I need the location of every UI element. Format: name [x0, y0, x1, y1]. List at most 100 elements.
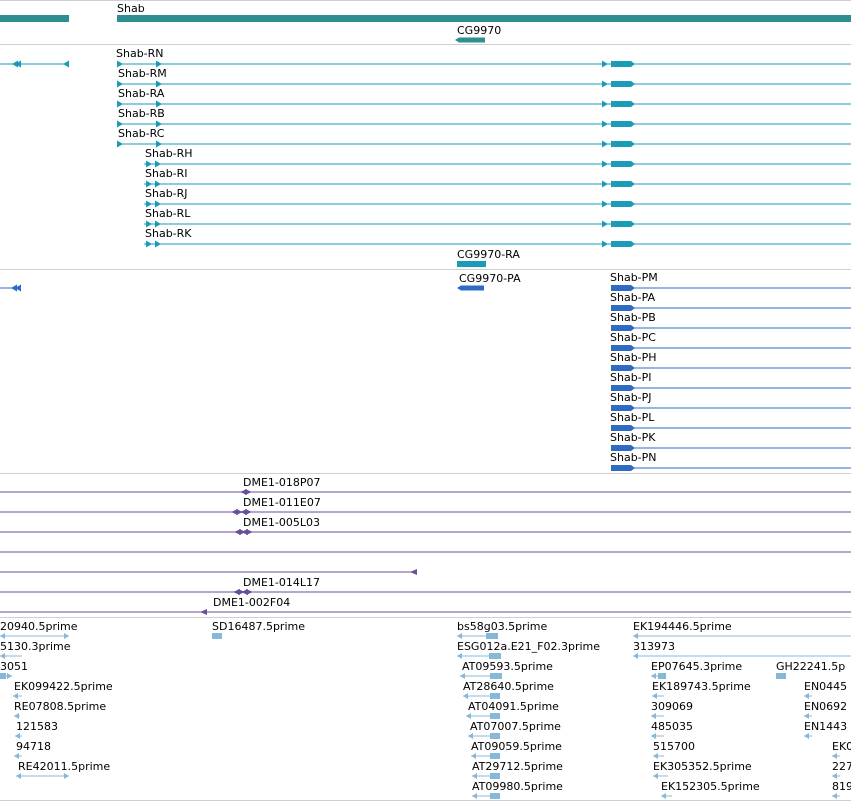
est-block[interactable] — [776, 673, 786, 679]
est-label[interactable]: EP07645.3prime — [651, 660, 742, 673]
est-label[interactable]: 309069 — [651, 700, 693, 713]
gene-bar[interactable] — [455, 37, 485, 43]
protein-block[interactable] — [611, 385, 635, 391]
exon-block[interactable] — [611, 181, 635, 187]
est-label[interactable]: 227 — [832, 760, 851, 773]
clone-label[interactable]: DME1-011E07 — [243, 496, 321, 509]
est-label[interactable]: AT04091.5prime — [468, 700, 559, 713]
est-block[interactable] — [0, 673, 6, 679]
protein-block[interactable] — [611, 365, 635, 371]
est-label[interactable]: RE42011.5prime — [18, 760, 110, 773]
protein-label[interactable]: Shab-PL — [610, 411, 655, 424]
transcript-label[interactable]: Shab-RC — [118, 127, 165, 140]
protein-label[interactable]: Shab-PB — [610, 311, 656, 324]
est-label[interactable]: AT29712.5prime — [472, 760, 563, 773]
exon-block[interactable] — [611, 121, 635, 127]
protein-label[interactable]: Shab-PK — [610, 431, 656, 444]
protein-label[interactable]: Shab-PA — [610, 291, 656, 304]
exon-block[interactable] — [611, 241, 635, 247]
est-label[interactable]: AT09059.5prime — [471, 740, 562, 753]
est-label[interactable]: EK194446.5prime — [633, 620, 732, 633]
gene-label[interactable]: CG9970 — [457, 24, 501, 37]
gene-label[interactable]: Shab — [117, 2, 145, 15]
est-label[interactable]: 485035 — [651, 720, 693, 733]
est-block[interactable] — [489, 653, 501, 659]
protein-block[interactable] — [457, 285, 484, 291]
est-label[interactable]: 94718 — [16, 740, 51, 753]
est-block[interactable] — [212, 633, 222, 639]
transcript-label[interactable]: Shab-RL — [145, 207, 191, 220]
protein-label[interactable]: Shab-PC — [610, 331, 656, 344]
transcript-label[interactable]: Shab-RH — [145, 147, 193, 160]
transcript-label[interactable]: Shab-RM — [118, 67, 167, 80]
protein-label[interactable]: Shab-PJ — [610, 391, 652, 404]
protein-label[interactable]: Shab-PN — [610, 451, 657, 464]
est-label[interactable]: EK305352.5prime — [653, 760, 752, 773]
est-block[interactable] — [490, 733, 500, 739]
est-label[interactable]: EK152305.5prime — [661, 780, 760, 793]
est-label[interactable]: AT09593.5prime — [462, 660, 553, 673]
est-label[interactable]: EK0 — [832, 740, 851, 753]
transcript-label[interactable]: Shab-RJ — [145, 187, 188, 200]
est-label[interactable]: 819 — [832, 780, 851, 793]
est-label[interactable]: 3051 — [0, 660, 28, 673]
transcript-label[interactable]: CG9970-RA — [457, 248, 520, 261]
est-label[interactable]: AT28640.5prime — [463, 680, 554, 693]
gene-bar[interactable] — [117, 15, 851, 22]
est-label[interactable]: 121583 — [16, 720, 58, 733]
est-label[interactable]: EN0445 — [804, 680, 847, 693]
est-block[interactable] — [486, 633, 498, 639]
protein-label[interactable]: Shab-PM — [610, 271, 658, 284]
est-label[interactable]: bs58g03.5prime — [457, 620, 547, 633]
protein-block[interactable] — [611, 305, 635, 311]
est-label[interactable]: EK099422.5prime — [14, 680, 113, 693]
est-label[interactable]: 5130.3prime — [0, 640, 71, 653]
protein-label[interactable]: Shab-PH — [610, 351, 657, 364]
protein-label[interactable]: CG9970-PA — [459, 272, 521, 285]
exon-block[interactable] — [611, 141, 635, 147]
est-label[interactable]: EN0692 — [804, 700, 847, 713]
protein-block[interactable] — [611, 405, 635, 411]
est-block[interactable] — [490, 753, 500, 759]
exon-block[interactable] — [611, 61, 635, 67]
protein-block[interactable] — [611, 325, 635, 331]
est-block[interactable] — [490, 693, 500, 699]
transcript-label[interactable]: Shab-RI — [145, 167, 188, 180]
est-label[interactable]: AT09980.5prime — [472, 780, 563, 793]
protein-block[interactable] — [611, 345, 635, 351]
clone-label[interactable]: DME1-002F04 — [213, 596, 290, 609]
est-block[interactable] — [490, 713, 500, 719]
est-label[interactable]: RE07808.5prime — [14, 700, 106, 713]
clone-label[interactable]: DME1-018P07 — [243, 476, 321, 489]
exon-block[interactable] — [611, 221, 635, 227]
est-label[interactable]: ESG012a.E21_F02.3prime — [457, 640, 600, 653]
protein-block[interactable] — [611, 445, 635, 451]
protein-label[interactable]: Shab-PI — [610, 371, 652, 384]
gene-bar[interactable] — [0, 15, 69, 22]
transcript-label[interactable]: Shab-RB — [118, 107, 165, 120]
est-label[interactable]: 20940.5prime — [0, 620, 78, 633]
est-block[interactable] — [658, 673, 666, 679]
exon-block[interactable] — [611, 161, 635, 167]
est-label[interactable]: 515700 — [653, 740, 695, 753]
est-label[interactable]: 313973 — [633, 640, 675, 653]
est-label[interactable]: AT07007.5prime — [470, 720, 561, 733]
clone-label[interactable]: DME1-005L03 — [243, 516, 320, 529]
exon-block[interactable] — [457, 261, 486, 267]
protein-block[interactable] — [611, 425, 635, 431]
est-label[interactable]: GH22241.5p — [776, 660, 845, 673]
est-block[interactable] — [490, 673, 502, 679]
est-label[interactable]: EN1443 — [804, 720, 847, 733]
est-label[interactable]: SD16487.5prime — [212, 620, 305, 633]
exon-block[interactable] — [611, 81, 635, 87]
exon-block[interactable] — [611, 101, 635, 107]
clone-label[interactable]: DME1-014L17 — [243, 576, 320, 589]
est-block[interactable] — [490, 793, 500, 799]
transcript-label[interactable]: Shab-RK — [145, 227, 192, 240]
protein-block[interactable] — [611, 465, 635, 471]
est-block[interactable] — [490, 773, 500, 779]
transcript-label[interactable]: Shab-RA — [118, 87, 165, 100]
protein-block[interactable] — [611, 285, 635, 291]
transcript-label[interactable]: Shab-RN — [116, 47, 164, 60]
exon-block[interactable] — [611, 201, 635, 207]
